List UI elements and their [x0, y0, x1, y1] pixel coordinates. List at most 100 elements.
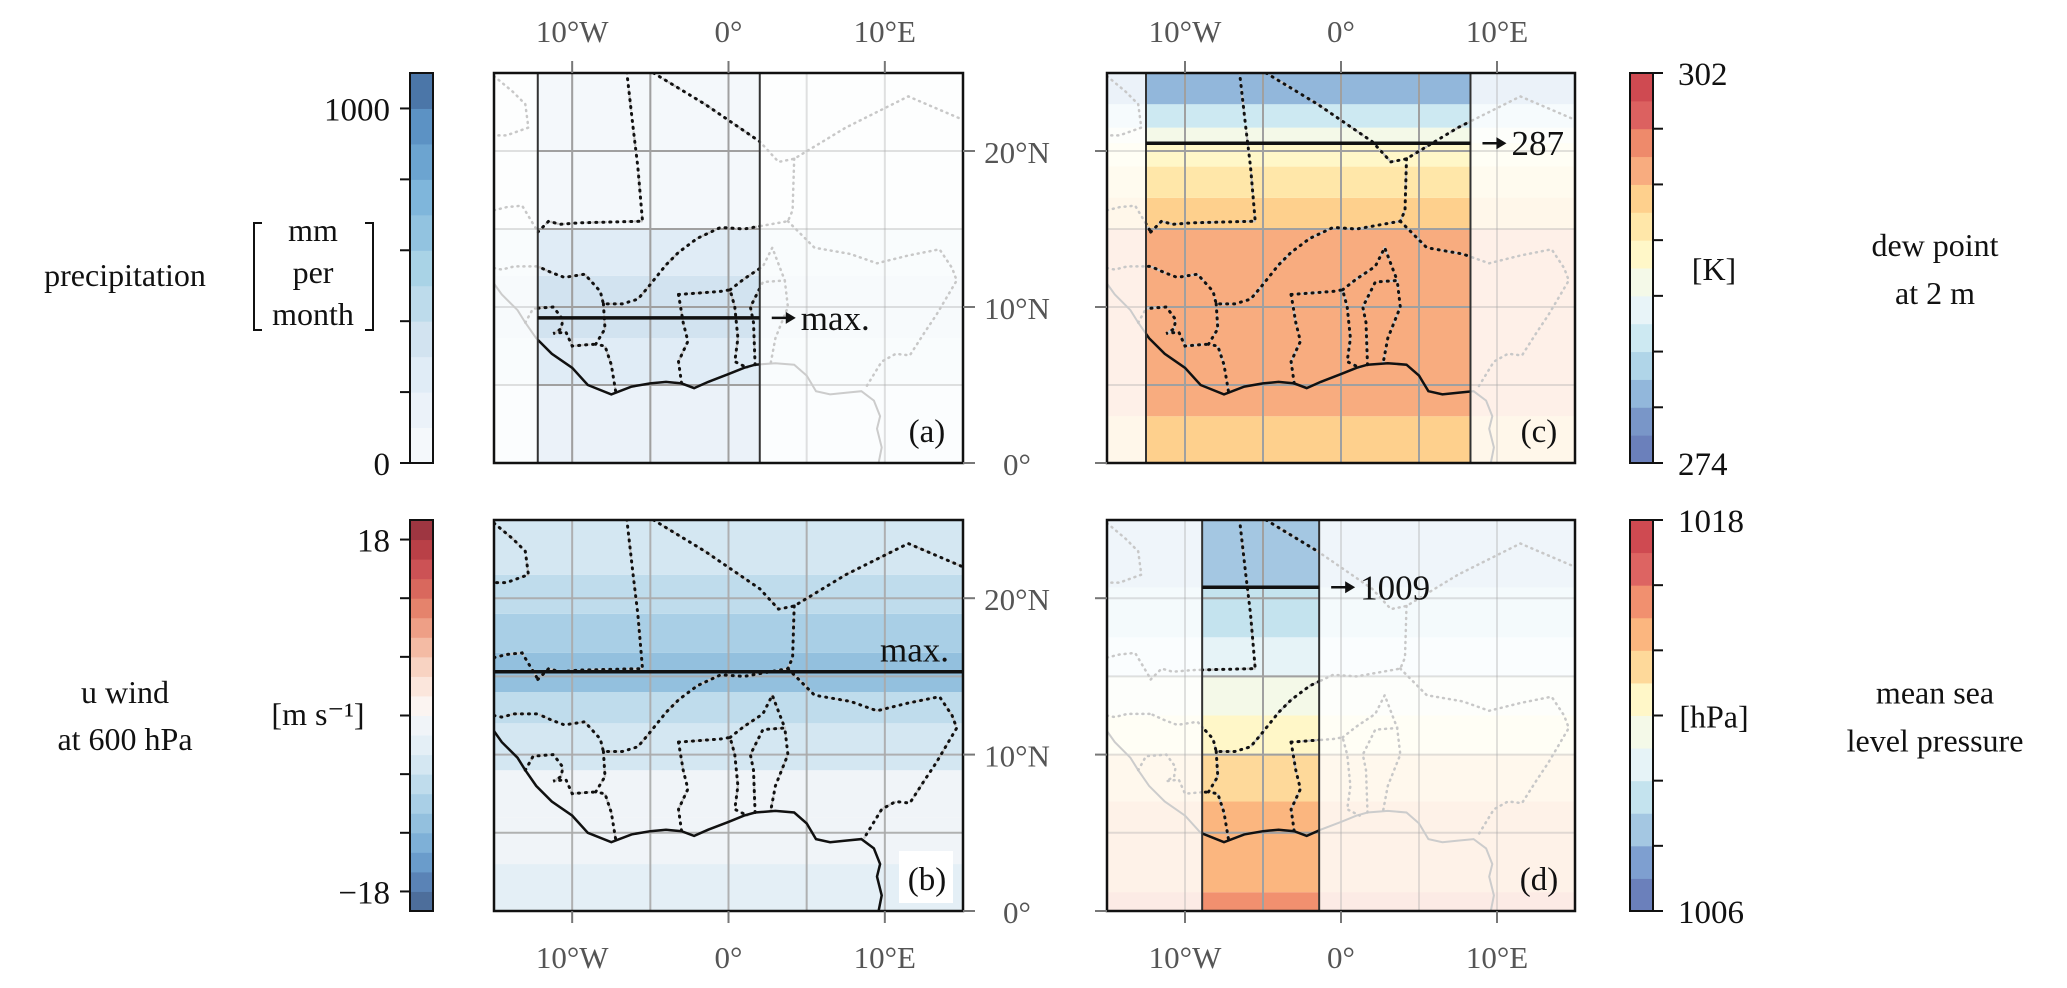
field-band	[1202, 637, 1320, 677]
country-border	[537, 73, 645, 234]
outlines	[494, 520, 963, 911]
border-faded	[728, 692, 787, 739]
colorbar-swatch	[1630, 73, 1653, 102]
field-band	[1202, 801, 1320, 893]
highlight-box[interactable]	[1145, 73, 1472, 463]
lon-tick-label: 10°W	[536, 14, 609, 49]
colorbar-tick-label: 302	[1678, 57, 1728, 93]
highlight-box[interactable]	[1201, 520, 1321, 911]
colorbar-swatch	[410, 392, 433, 429]
field-band	[1146, 197, 1471, 229]
colorbar-tick-label: 1018	[1678, 504, 1744, 540]
gridlines	[494, 520, 963, 911]
border-faded	[524, 305, 597, 348]
map-background	[1107, 520, 1575, 911]
highlight-box[interactable]	[536, 73, 761, 463]
gridlines	[1107, 520, 1575, 911]
colorbar-swatch	[1630, 128, 1653, 158]
bracket-right	[365, 222, 374, 331]
border-faded	[1136, 305, 1210, 348]
border-faded	[728, 244, 787, 292]
colorbar-b: −18 18 u wind at 600 hPa [m s⁻¹]	[57, 519, 434, 912]
colorbar-tick-label: 1000	[324, 92, 390, 128]
country-border	[1149, 157, 1408, 306]
colorbar-swatch	[410, 143, 433, 180]
panel-label-bg	[899, 851, 953, 903]
border-faded	[494, 74, 530, 137]
colorbar-swatch	[410, 676, 433, 697]
lon-tick-label: 10°W	[1149, 940, 1222, 975]
colorbar-swatch	[1630, 617, 1653, 651]
colorbar-swatch	[410, 617, 433, 638]
border-faded	[786, 219, 959, 391]
country-border	[1289, 288, 1362, 370]
colorbar-swatch	[410, 774, 433, 795]
border-faded	[1107, 521, 1143, 584]
outlines	[1202, 520, 1320, 844]
side-label: at 2 m	[1895, 275, 1975, 311]
country-border	[677, 288, 749, 370]
coastline	[1146, 331, 1471, 396]
colorbar-swatch	[410, 656, 433, 677]
country-border	[1361, 278, 1402, 367]
colorbar-frame	[409, 72, 434, 464]
lon-tick-label: 10°E	[1466, 14, 1528, 49]
side-label: precipitation	[44, 257, 206, 293]
side-label: u wind	[81, 674, 169, 710]
marker-annotation: 287	[1511, 124, 1564, 163]
colorbar-tick-label: −18	[338, 875, 390, 911]
lon-tick-label: 10°W	[1149, 14, 1222, 49]
colorbar-swatch	[1630, 351, 1653, 380]
border-faded	[1289, 735, 1361, 817]
field-band-faded	[1107, 754, 1575, 802]
field-band	[1202, 754, 1320, 802]
colorbar-swatch	[1630, 407, 1653, 436]
colorbar-d: 1006 1018 [hPa] mean sea level pressure	[1629, 504, 2023, 931]
units-label: per	[293, 254, 334, 290]
colorbar-swatch	[410, 179, 433, 216]
marker-annotation: max.	[801, 299, 870, 338]
field-band	[1146, 143, 1471, 167]
lon-tick-label: 10°E	[854, 14, 916, 49]
units-label: [K]	[1692, 251, 1736, 287]
colorbar-swatch	[1630, 715, 1653, 749]
field-band	[1146, 166, 1471, 198]
border-faded	[536, 604, 796, 753]
colorbar-swatch	[1630, 100, 1653, 130]
units-label: month	[272, 296, 354, 332]
colorbar-swatch	[1630, 212, 1653, 241]
lon-tick-label: 10°W	[536, 940, 609, 975]
units-label: [m s⁻¹]	[271, 696, 364, 732]
border-faded	[1341, 692, 1399, 739]
border-faded	[1136, 753, 1210, 796]
border-faded	[536, 157, 796, 306]
arrow-head-icon	[1496, 137, 1507, 150]
field-band	[1202, 587, 1320, 638]
panel-d: 1009 (d) 10°W 0° 10°E 0° 10°N 20°N	[984, 518, 1577, 975]
panel-c: 287 (c) 10°W 0° 10°E 0° 10°N 20°N	[984, 14, 1577, 482]
colorbar-swatch	[1630, 780, 1653, 814]
colorbar-tick-label: 18	[357, 524, 390, 560]
colorbar-swatch	[1630, 650, 1653, 684]
colorbar-swatch	[410, 108, 433, 145]
border-faded	[1149, 157, 1408, 306]
country-border	[1205, 302, 1231, 395]
field-band	[1202, 676, 1320, 716]
field-band	[1146, 416, 1471, 463]
colorbar-swatch	[1630, 585, 1653, 619]
country-border	[536, 604, 796, 753]
field-band-faded	[1107, 587, 1575, 638]
country-border	[536, 520, 645, 681]
colorbar-swatch	[410, 832, 433, 853]
colorbar-swatch	[410, 559, 433, 580]
colorbar-swatch	[1630, 379, 1653, 408]
country-border	[1205, 750, 1231, 843]
country-border	[652, 520, 963, 611]
lat-tick-label: 10°N	[984, 739, 1050, 774]
panel-a: max. (a) 10°W 0° 10°E	[492, 14, 975, 465]
colorbar-swatch	[1630, 268, 1653, 297]
panel-label: (b)	[908, 862, 946, 898]
map-area	[1107, 73, 1575, 463]
border-faded	[1361, 726, 1402, 814]
arrow-head-icon	[785, 311, 796, 324]
